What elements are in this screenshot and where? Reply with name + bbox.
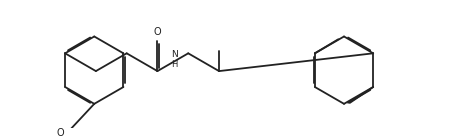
- Text: O: O: [57, 128, 64, 137]
- Text: N: N: [171, 50, 178, 59]
- Text: H: H: [171, 60, 178, 69]
- Text: O: O: [154, 27, 161, 37]
